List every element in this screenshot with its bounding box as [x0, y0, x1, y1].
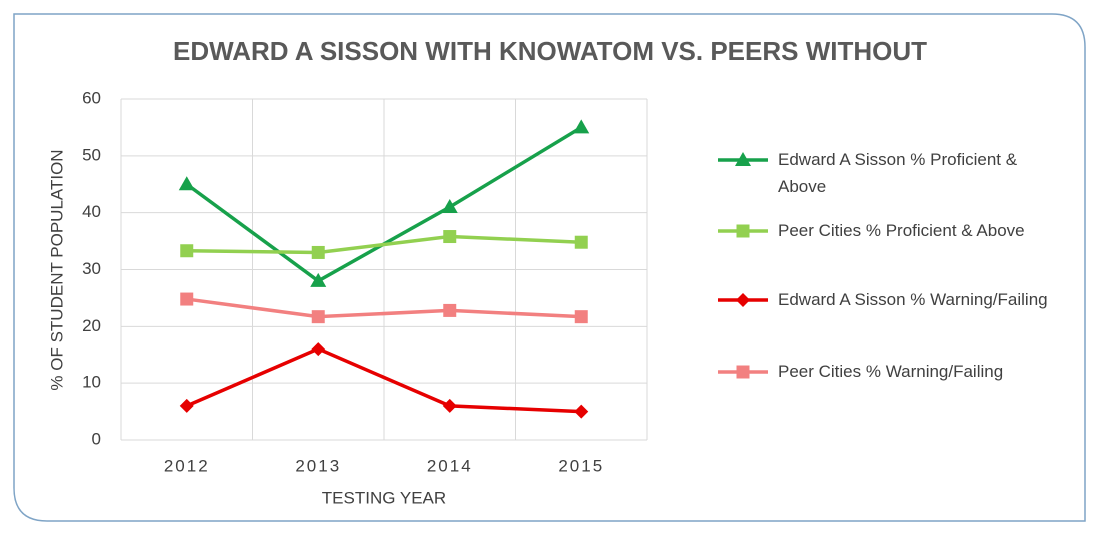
marker — [573, 119, 590, 134]
chart-title: EDWARD A SISSON WITH KNOWATOM VS. PEERS … — [173, 36, 927, 66]
legend-marker — [735, 152, 751, 166]
y-axis-label: % OF STUDENT POPULATION — [47, 149, 66, 390]
marker — [574, 404, 589, 419]
x-tick-label: 2014 — [427, 456, 473, 475]
y-tick-label: 0 — [92, 429, 101, 448]
legend-label: Edward A Sisson % Proficient & Above — [778, 150, 1018, 196]
x-axis-label: TESTING YEAR — [322, 488, 446, 507]
marker — [180, 292, 194, 306]
marker — [443, 303, 457, 317]
marker — [442, 398, 457, 413]
y-tick-label: 20 — [82, 316, 101, 335]
marker — [441, 198, 458, 213]
y-tick-label: 30 — [82, 259, 101, 278]
y-tick-label: 10 — [82, 373, 101, 392]
legend-label: Edward A Sisson % Warning/Failing — [778, 290, 1048, 309]
marker — [180, 244, 194, 258]
marker — [443, 230, 457, 244]
y-tick-label: 40 — [82, 202, 101, 221]
marker — [311, 342, 326, 357]
marker — [574, 235, 588, 249]
y-tick-label: 60 — [82, 88, 101, 107]
marker — [179, 398, 194, 413]
legend-label: Peer Cities % Warning/Failing — [778, 362, 1004, 381]
legend-label: Peer Cities % Proficient & Above — [778, 221, 1025, 240]
series-line — [186, 347, 582, 414]
marker — [178, 176, 195, 191]
y-tick-label: 50 — [82, 145, 101, 164]
series-line — [186, 297, 582, 319]
marker — [310, 272, 327, 287]
x-tick-label: 2015 — [558, 456, 604, 475]
marker — [311, 310, 325, 324]
marker — [574, 310, 588, 324]
legend-marker — [736, 365, 750, 379]
legend-marker — [736, 293, 750, 307]
x-tick-label: 2013 — [295, 456, 341, 475]
chart-frame — [13, 13, 1086, 522]
marker — [311, 245, 325, 259]
series-line — [186, 234, 582, 255]
legend-marker — [736, 224, 750, 238]
x-tick-label: 2012 — [164, 456, 210, 475]
